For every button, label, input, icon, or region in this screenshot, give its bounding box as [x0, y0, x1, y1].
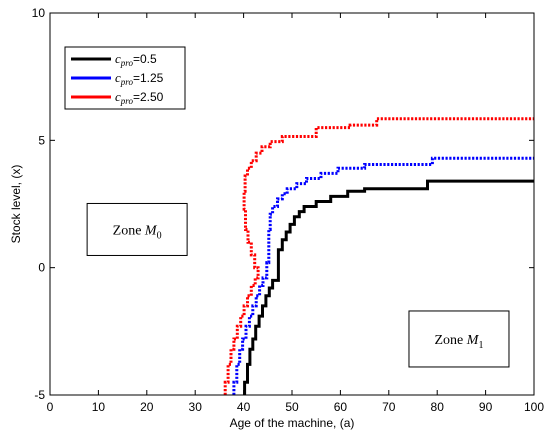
legend-symbol: c: [115, 51, 121, 66]
series-line-1: [232, 156, 534, 395]
legend-label-2: cpro=2.50: [115, 89, 164, 106]
zone-label-1: Zone M1: [435, 333, 484, 351]
legend-label-0: cpro=0.5: [115, 51, 157, 68]
x-tick-label: 40: [237, 400, 251, 414]
legend-symbol: c: [115, 70, 121, 85]
legend-label-1: cpro=1.25: [115, 70, 164, 87]
x-tick-label: 80: [431, 400, 445, 414]
legend-subscript: pro: [120, 96, 134, 106]
x-tick-label: 50: [285, 400, 299, 414]
series-line-0: [243, 179, 534, 395]
zone-box-1: [408, 310, 510, 368]
series-layer: [223, 117, 534, 395]
x-tick-label: 70: [382, 400, 396, 414]
x-tick-label: 30: [189, 400, 203, 414]
x-tick-label: 60: [334, 400, 348, 414]
zone-word: Zone: [435, 333, 467, 348]
plot-frame: [49, 12, 535, 396]
legend-value: =2.50: [133, 90, 164, 104]
zone-symbol: M: [144, 223, 158, 238]
y-tick-label: 5: [38, 133, 45, 147]
y-tick-label: 10: [32, 6, 46, 20]
y-tick-label: 0: [38, 261, 45, 275]
zone-subscript: 0: [157, 230, 162, 241]
x-tick-label: 10: [92, 400, 106, 414]
legend-value: =1.25: [133, 71, 164, 85]
zone-word: Zone: [113, 223, 145, 238]
x-tick-label: 90: [479, 400, 493, 414]
zone-label-0: Zone M0: [113, 223, 162, 241]
y-axis-title: Stock level, (x): [9, 165, 23, 244]
zone-subscript: 1: [478, 340, 483, 351]
legend-subscript: pro: [120, 77, 134, 87]
legend-symbol: c: [115, 89, 121, 104]
zone-box-0: [86, 202, 188, 256]
series-line-2: [223, 117, 534, 395]
y-tick-label: -5: [34, 388, 45, 402]
x-axis-title: Age of the machine, (a): [230, 416, 355, 430]
legend-subscript: pro: [120, 58, 134, 68]
x-tick-label: 20: [140, 400, 154, 414]
legend-value: =0.5: [133, 52, 157, 66]
x-tick-label: 0: [47, 400, 54, 414]
zone-symbol: M: [466, 333, 480, 348]
x-tick-label: 100: [524, 400, 544, 414]
